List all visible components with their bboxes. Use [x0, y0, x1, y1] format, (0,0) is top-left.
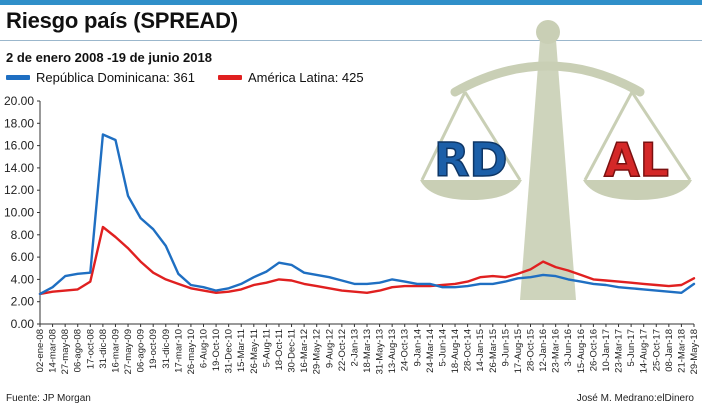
al-badge-text: AL: [604, 133, 669, 187]
y-tick-label: 0.00: [11, 317, 35, 331]
x-tick-label: 13-Aug-13: [387, 329, 398, 373]
x-tick-label: 28-Oct-14: [463, 329, 474, 371]
y-tick-label: 4.00: [11, 272, 35, 286]
page-title: Riesgo país (SPREAD): [6, 8, 238, 33]
x-tick-label: 29-May-12: [312, 329, 323, 374]
x-tick-label: 26-may-10: [186, 329, 197, 374]
series-line-al: [38, 225, 696, 296]
x-tick-label: 18-Oct-11: [274, 329, 285, 371]
x-tick-label: 14-mar-08: [48, 329, 59, 373]
x-tick-label: 06-ago-08: [73, 329, 84, 372]
x-tick-label: 16-mar-09: [110, 329, 121, 373]
title-divider: [0, 40, 702, 41]
rd-badge-text: RD: [434, 133, 508, 187]
x-tick-label: 19-Oct-10: [211, 329, 222, 371]
x-tick-label: 31-May-13: [375, 329, 386, 374]
x-tick-label: 15-Aug-16: [576, 329, 587, 373]
x-tick-label: 26-May-11: [249, 329, 260, 374]
x-tick-label: 28-Oct-15: [526, 329, 537, 371]
series-line-rd: [38, 133, 696, 296]
x-tick-label: 26-Oct-16: [588, 329, 599, 371]
balance-scale-illustration: RD AL: [420, 20, 692, 300]
x-tick-label: 25-Oct-17: [651, 329, 662, 371]
x-tick-label: 31-dic-09: [161, 329, 172, 369]
author-credit: José M. Medrano:elDinero: [576, 393, 694, 404]
x-tick-label: 31-dic-08: [98, 329, 109, 369]
y-axis: 0.00 2.00 4.00 6.00 8.00 10.00 12.00 14.00 16.00…: [4, 94, 41, 331]
x-tick-label: 24-Mar-14: [425, 329, 436, 373]
x-tick-label: 02-ene-08: [35, 329, 46, 372]
x-tick-label: 14-Jan-15: [475, 329, 486, 372]
x-tick-label: 9-Jun-15: [500, 329, 511, 367]
x-tick-label: 26-Mar-15: [488, 329, 499, 373]
y-tick-label: 10.00: [4, 206, 34, 220]
y-tick-label: 18.00: [4, 116, 34, 130]
x-tick-label: 23-Mar-17: [614, 329, 625, 373]
x-tick-label: 08-Jan-18: [664, 329, 675, 372]
x-tick-label: 19-oct-09: [148, 329, 159, 369]
x-tick-label: 06-ago-09: [136, 329, 147, 372]
x-tick-label: 30-Dec-11: [287, 329, 298, 373]
x-tick-label: 6-Aug-10: [199, 329, 210, 368]
left-pan: [420, 180, 522, 200]
x-tick-label: 23-Mar-16: [551, 329, 562, 373]
x-tick-label: 17-mar-10: [173, 329, 184, 373]
scale-beam: [450, 61, 645, 97]
x-tick-label: 17-oct-08: [85, 329, 96, 369]
y-tick-label: 2.00: [11, 295, 35, 309]
y-tick-label: 16.00: [4, 139, 34, 153]
left-pan-string-a: [420, 91, 467, 181]
x-tick-label: 14-Aug-17: [639, 329, 650, 373]
x-axis: 02-ene-08 14-mar-08 27-may-08 06-ago-08 17-o…: [35, 323, 700, 374]
x-tick-label: 31-Dec-10: [224, 329, 235, 373]
left-pan-string-b: [463, 91, 522, 181]
x-tick-label: 12-Jan-16: [538, 329, 549, 372]
x-tick-label: 22-Oct-12: [337, 329, 348, 371]
x-tick-label: 24-Oct-13: [400, 329, 411, 371]
legend-item-al: América Latina: 425: [218, 70, 364, 85]
series-lines: [38, 133, 696, 296]
scale-pillar: [520, 40, 576, 300]
right-pan-string-a: [583, 91, 634, 181]
legend-label-rd: República Dominicana: 361: [36, 70, 195, 85]
legend-swatch-al: [218, 75, 242, 80]
legend-item-rd: República Dominicana: 361: [6, 70, 195, 85]
y-tick-label: 6.00: [11, 250, 35, 264]
source-note: Fuente: JP Morgan: [6, 393, 91, 404]
x-tick-label: 10-Jan-17: [601, 329, 612, 372]
x-tick-label: 29-May-18: [689, 329, 700, 374]
x-tick-label: 16-Mar-12: [299, 329, 310, 373]
y-tick-label: 14.00: [4, 161, 34, 175]
right-pan-string-b: [630, 91, 692, 181]
x-tick-label: 9-Jan-14: [412, 329, 423, 367]
x-tick-label: 3-Jun-16: [563, 329, 574, 367]
x-tick-label: 2-Jan-13: [349, 329, 360, 367]
right-pan: [583, 180, 692, 200]
y-tick-label: 20.00: [4, 94, 34, 108]
x-tick-label: 18-Aug-14: [450, 329, 461, 373]
x-tick-label: 5-Jun-17: [626, 329, 637, 367]
x-tick-label: 15-Mar-11: [236, 329, 247, 372]
y-tick-label: 8.00: [11, 228, 35, 242]
x-tick-label: 18-Mar-13: [362, 329, 373, 373]
x-tick-label: 27-may-09: [123, 329, 134, 374]
top-accent-bar: [0, 0, 702, 5]
legend-swatch-rd: [6, 75, 30, 80]
y-tick-label: 12.00: [4, 183, 34, 197]
legend-label-al: América Latina: 425: [248, 70, 364, 85]
x-tick-label: 17-Aug-15: [513, 329, 524, 373]
x-tick-label: 9-Aug-12: [324, 329, 335, 368]
x-tick-label: 5-Jun-14: [437, 329, 448, 367]
x-tick-label: 27-may-08: [60, 329, 71, 374]
x-tick-label: 21-Mar-18: [676, 329, 687, 373]
date-range-subtitle: 2 de enero 2008 -19 de junio 2018: [6, 50, 212, 65]
scale-knob: [536, 20, 560, 44]
x-tick-label: 5-Aug-11: [261, 329, 272, 367]
